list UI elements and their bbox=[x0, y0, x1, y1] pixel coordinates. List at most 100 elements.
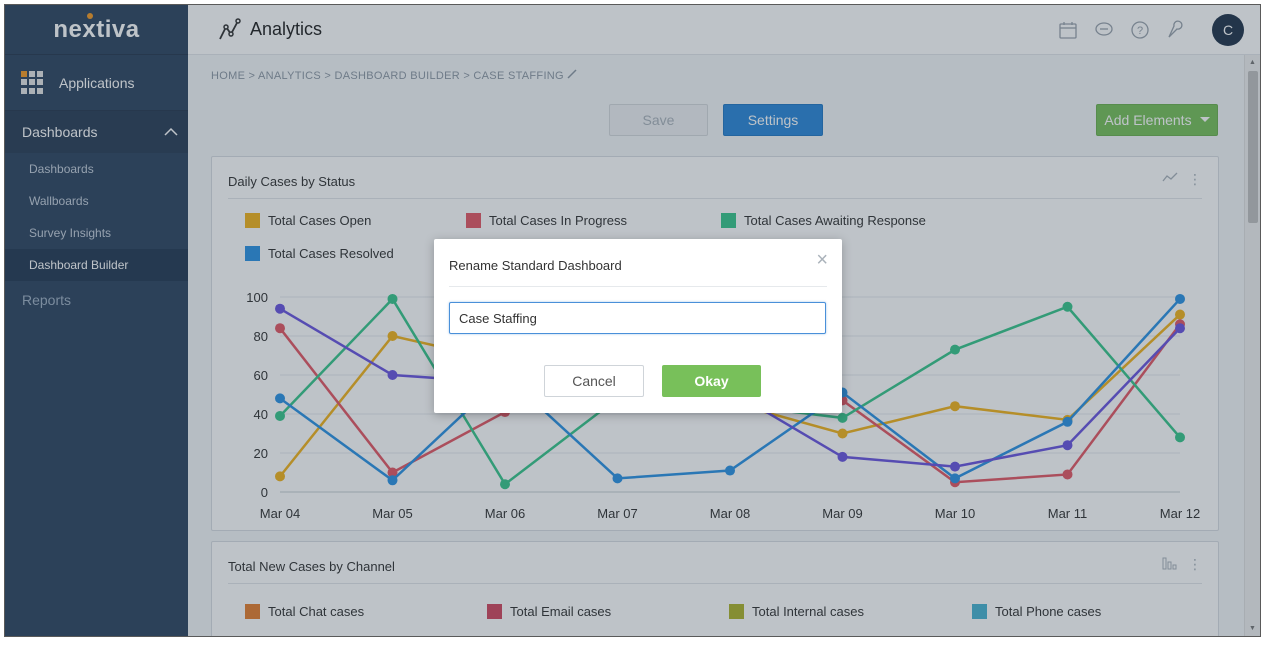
widget-tools: ⋮ bbox=[1162, 556, 1202, 573]
cancel-button[interactable]: Cancel bbox=[544, 365, 644, 397]
caret-down-icon bbox=[1199, 117, 1210, 122]
avatar[interactable]: C bbox=[1212, 14, 1244, 46]
logo-text: nextiva bbox=[53, 15, 140, 43]
more-options-icon[interactable]: ⋮ bbox=[1188, 171, 1202, 187]
data-point[interactable] bbox=[950, 473, 960, 484]
save-button[interactable]: Save bbox=[609, 104, 708, 136]
scroll-down-icon[interactable]: ▼ bbox=[1249, 625, 1256, 632]
sidebar-item-wallboards[interactable]: Wallboards bbox=[5, 185, 188, 217]
legend-label: Total Internal cases bbox=[752, 604, 865, 619]
settings-button[interactable]: Settings bbox=[723, 104, 823, 136]
data-point[interactable] bbox=[1062, 469, 1073, 480]
data-point[interactable] bbox=[950, 401, 960, 412]
data-point[interactable] bbox=[1175, 293, 1185, 304]
data-point[interactable] bbox=[1062, 416, 1073, 427]
sidebar-item-dashboard-builder[interactable]: Dashboard Builder bbox=[5, 249, 188, 281]
legend-item[interactable]: Total Phone cases bbox=[972, 604, 1101, 619]
dialog-title: Rename Standard Dashboard bbox=[449, 258, 622, 273]
chat-icon[interactable] bbox=[1094, 20, 1114, 40]
widget-divider bbox=[228, 198, 1202, 199]
x-tick-label: Mar 12 bbox=[1160, 506, 1200, 521]
legend-swatch bbox=[729, 604, 744, 619]
wrench-icon[interactable] bbox=[1166, 20, 1186, 40]
legend-label: Total Cases Open bbox=[268, 213, 372, 228]
data-point[interactable] bbox=[837, 412, 848, 423]
data-point[interactable] bbox=[1175, 432, 1185, 443]
legend-label: Total Cases In Progress bbox=[489, 213, 628, 228]
sidebar-item-reports[interactable]: Reports bbox=[5, 281, 188, 319]
data-point[interactable] bbox=[275, 410, 285, 421]
y-tick-label: 20 bbox=[254, 446, 268, 461]
y-tick-label: 0 bbox=[261, 485, 268, 500]
svg-text:?: ? bbox=[1137, 25, 1143, 37]
header-icons: ? C bbox=[1058, 14, 1244, 46]
x-tick-label: Mar 11 bbox=[1048, 506, 1088, 521]
data-point[interactable] bbox=[1175, 323, 1185, 334]
data-point[interactable] bbox=[612, 473, 623, 484]
sidebar-section-dashboards[interactable]: Dashboards bbox=[5, 111, 188, 153]
legend-item[interactable]: Total Cases Awaiting Response bbox=[721, 213, 926, 228]
legend-swatch bbox=[487, 604, 502, 619]
data-point[interactable] bbox=[275, 323, 285, 334]
data-point[interactable] bbox=[275, 471, 285, 482]
data-point[interactable] bbox=[500, 479, 510, 490]
app-grid-icon bbox=[21, 70, 45, 95]
sidebar-item-dashboards[interactable]: Dashboards bbox=[5, 153, 188, 185]
logo-dot bbox=[87, 13, 93, 19]
data-point[interactable] bbox=[387, 467, 398, 478]
legend-item[interactable]: Total Chat cases bbox=[245, 604, 364, 619]
widget-divider bbox=[228, 583, 1202, 584]
app-window: nextiva Applications Dashboards Dashboar… bbox=[4, 4, 1261, 637]
data-point[interactable] bbox=[387, 331, 398, 341]
applications-label: Applications bbox=[59, 74, 135, 91]
dashboard-name-input[interactable] bbox=[449, 302, 826, 334]
breadcrumb: HOME > ANALYTICS > DASHBOARD BUILDER > C… bbox=[211, 69, 577, 82]
data-point[interactable] bbox=[387, 370, 398, 380]
data-point[interactable] bbox=[275, 393, 285, 404]
data-point[interactable] bbox=[837, 451, 848, 462]
legend-item[interactable]: Total Internal cases bbox=[729, 604, 864, 619]
data-point[interactable] bbox=[725, 465, 735, 476]
sidebar-section-label: Dashboards bbox=[22, 124, 98, 140]
data-point[interactable] bbox=[1062, 301, 1073, 312]
calendar-icon[interactable] bbox=[1058, 20, 1078, 40]
line-chart-icon[interactable] bbox=[1162, 171, 1178, 183]
bar-chart-icon[interactable] bbox=[1162, 556, 1178, 570]
scrollbar-thumb[interactable] bbox=[1248, 71, 1258, 223]
scroll-up-icon[interactable]: ▲ bbox=[1249, 59, 1256, 66]
legend-swatch bbox=[721, 213, 736, 228]
more-options-icon[interactable]: ⋮ bbox=[1188, 556, 1202, 572]
legend-label: Total Cases Awaiting Response bbox=[744, 213, 926, 228]
legend-label: Total Chat cases bbox=[268, 604, 365, 619]
data-point[interactable] bbox=[387, 293, 398, 304]
breadcrumb-text: HOME > ANALYTICS > DASHBOARD BUILDER > C… bbox=[211, 70, 564, 82]
legend-label: Total Cases Resolved bbox=[268, 246, 394, 261]
data-point[interactable] bbox=[950, 461, 960, 472]
data-point[interactable] bbox=[950, 344, 960, 355]
legend-item[interactable]: Total Cases Resolved bbox=[245, 246, 394, 261]
data-point[interactable] bbox=[387, 475, 398, 486]
chevron-up-icon bbox=[164, 127, 178, 136]
analytics-icon bbox=[219, 17, 241, 39]
pencil-icon[interactable] bbox=[567, 69, 577, 79]
add-elements-button[interactable]: Add Elements bbox=[1096, 104, 1218, 136]
data-point[interactable] bbox=[837, 428, 848, 439]
x-tick-label: Mar 07 bbox=[597, 506, 637, 521]
sidebar-item-survey-insights[interactable]: Survey Insights bbox=[5, 217, 188, 249]
y-tick-label: 40 bbox=[254, 407, 268, 422]
legend-item[interactable]: Total Email cases bbox=[487, 604, 611, 619]
x-tick-label: Mar 09 bbox=[822, 506, 862, 521]
y-tick-label: 60 bbox=[254, 368, 268, 383]
help-icon[interactable]: ? bbox=[1130, 20, 1150, 40]
data-point[interactable] bbox=[275, 303, 285, 314]
close-icon[interactable]: × bbox=[816, 249, 828, 271]
widget-title: Daily Cases by Status bbox=[228, 174, 356, 189]
scrollbar[interactable]: ▲ ▼ bbox=[1244, 55, 1260, 636]
data-point[interactable] bbox=[1062, 440, 1073, 451]
legend-item[interactable]: Total Cases Open bbox=[245, 213, 371, 228]
applications-button[interactable]: Applications bbox=[5, 55, 188, 111]
sidebar: nextiva Applications Dashboards Dashboar… bbox=[5, 5, 188, 636]
data-point[interactable] bbox=[1175, 309, 1185, 320]
legend-item[interactable]: Total Cases In Progress bbox=[466, 213, 627, 228]
okay-button[interactable]: Okay bbox=[662, 365, 761, 397]
